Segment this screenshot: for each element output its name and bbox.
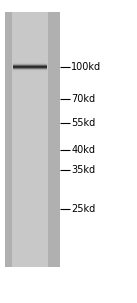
Text: 25kd: 25kd	[71, 204, 95, 215]
Text: 55kd: 55kd	[71, 118, 95, 128]
Text: 40kd: 40kd	[71, 145, 95, 155]
Bar	[5, 12, 60, 267]
Text: 100kd: 100kd	[71, 62, 101, 72]
Bar	[12, 12, 48, 267]
Text: 35kd: 35kd	[71, 165, 95, 175]
Text: 70kd: 70kd	[71, 94, 95, 104]
